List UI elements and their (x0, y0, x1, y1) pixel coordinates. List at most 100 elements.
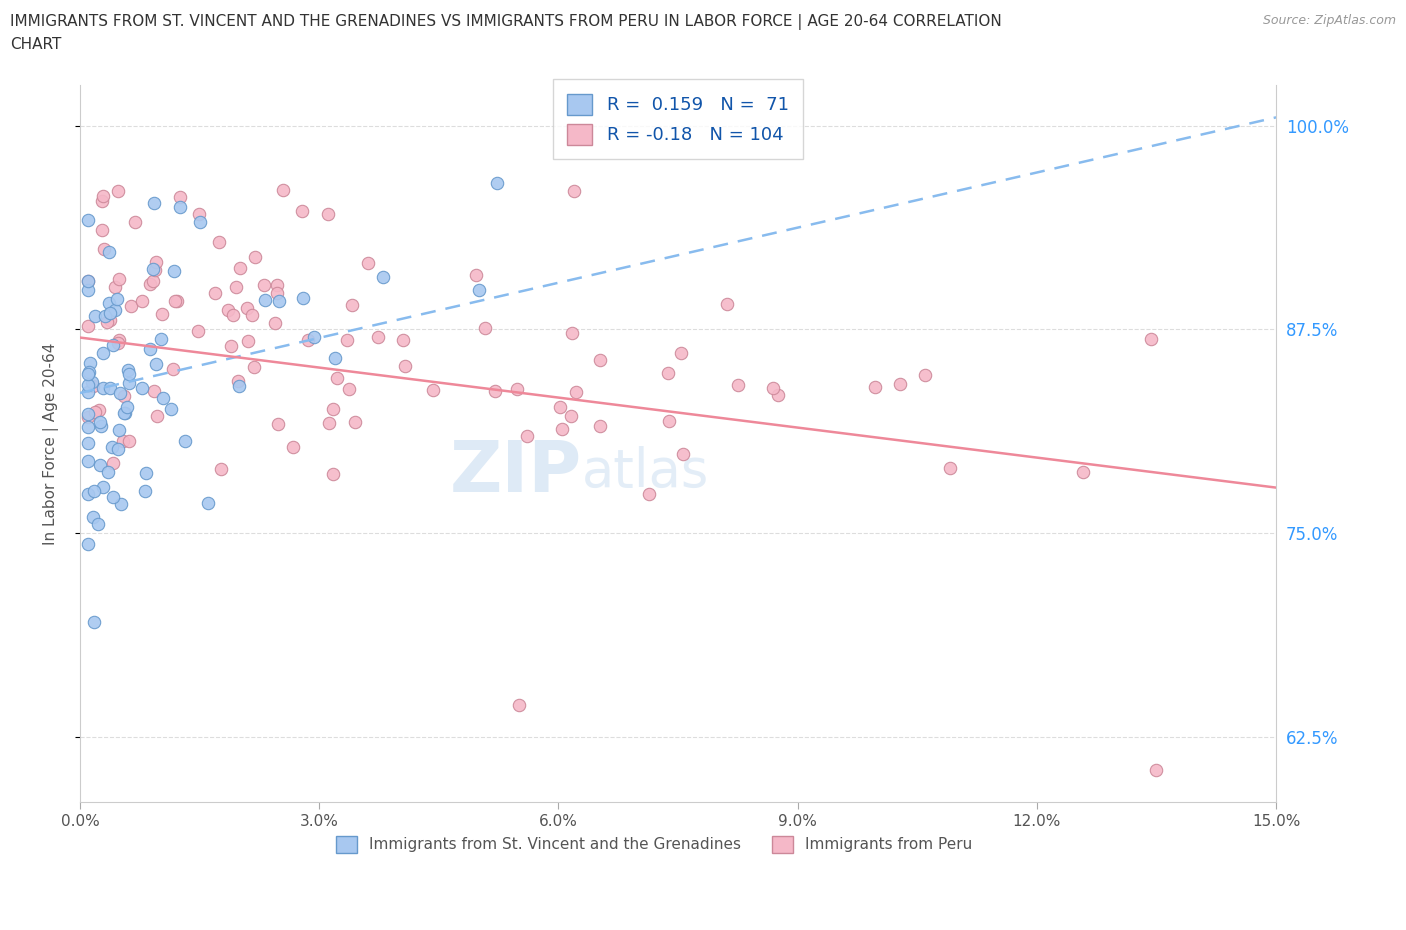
Point (564, 183, 586, 198)
Point (716, 297, 738, 312)
Point (77, 274, 100, 289)
Point (561, 326, 583, 340)
Point (371, 270, 394, 285)
Point (464, 268, 486, 283)
Point (560, 409, 582, 424)
Point (110, 497, 132, 512)
Point (392, 332, 415, 347)
Point (77, 319, 100, 334)
Point (343, 415, 366, 430)
Point (84, 309, 107, 324)
Point (104, 303, 127, 318)
Point (551, 421, 574, 436)
Point (77, 486, 100, 501)
Point (79, 356, 101, 371)
Legend: Immigrants from St. Vincent and the Grenadines, Immigrants from Peru: Immigrants from St. Vincent and the Gren… (329, 830, 979, 859)
Point (914, 367, 936, 382)
Point (865, 379, 887, 394)
Point (187, 324, 209, 339)
Point (269, 293, 291, 308)
Point (236, 300, 259, 315)
Point (77, 454, 100, 469)
Point (89, 458, 111, 472)
Point (169, 200, 191, 215)
Point (98, 312, 121, 327)
Point (131, 294, 153, 309)
Point (197, 496, 219, 511)
Point (253, 277, 276, 292)
Point (77, 419, 100, 434)
Text: CHART: CHART (10, 37, 62, 52)
Point (142, 261, 165, 276)
Point (91, 480, 114, 495)
Point (266, 286, 288, 301)
Point (152, 391, 174, 405)
Point (118, 433, 141, 448)
Point (565, 384, 588, 399)
Point (485, 176, 508, 191)
Point (101, 456, 124, 471)
Point (107, 272, 129, 286)
Point (77, 384, 100, 399)
Point (91, 193, 114, 208)
Point (266, 278, 288, 293)
Point (222, 308, 245, 323)
Point (340, 298, 363, 312)
Point (77, 365, 100, 379)
Point (138, 276, 160, 291)
Point (187, 206, 209, 221)
Point (283, 440, 305, 455)
Point (149, 331, 172, 346)
Point (82, 379, 104, 393)
Point (77, 409, 100, 424)
Text: atlas: atlas (582, 446, 710, 498)
Point (142, 383, 165, 398)
Point (638, 486, 661, 501)
Point (120, 299, 142, 313)
Point (77, 283, 100, 298)
Point (101, 338, 124, 352)
Point (117, 363, 139, 378)
Point (326, 371, 349, 386)
Point (323, 351, 346, 365)
Point (516, 428, 538, 443)
Text: ZIP: ZIP (450, 438, 582, 507)
Point (107, 441, 129, 456)
Point (467, 283, 489, 298)
Point (221, 339, 243, 353)
Point (762, 380, 785, 395)
Point (228, 374, 250, 389)
Point (238, 333, 260, 348)
Point (508, 698, 530, 712)
Point (107, 184, 129, 199)
Point (266, 417, 288, 432)
Point (145, 357, 167, 372)
Point (115, 400, 138, 415)
Point (82, 510, 104, 525)
Point (939, 460, 962, 475)
Point (318, 416, 340, 431)
Point (474, 321, 496, 336)
Point (142, 195, 165, 210)
Point (727, 378, 749, 392)
Point (589, 418, 612, 433)
Point (657, 365, 679, 380)
Point (304, 329, 326, 344)
Point (111, 433, 134, 448)
Point (228, 260, 250, 275)
Point (228, 379, 250, 393)
Point (163, 263, 186, 278)
Point (225, 280, 247, 295)
Point (143, 262, 166, 277)
Point (322, 402, 344, 417)
Point (77, 366, 100, 381)
Point (292, 290, 315, 305)
Point (142, 273, 165, 288)
Point (107, 336, 129, 351)
Point (89, 418, 111, 433)
Point (77, 537, 100, 551)
Point (77, 378, 100, 392)
Point (94, 309, 117, 324)
Point (77, 436, 100, 451)
Point (105, 292, 128, 307)
